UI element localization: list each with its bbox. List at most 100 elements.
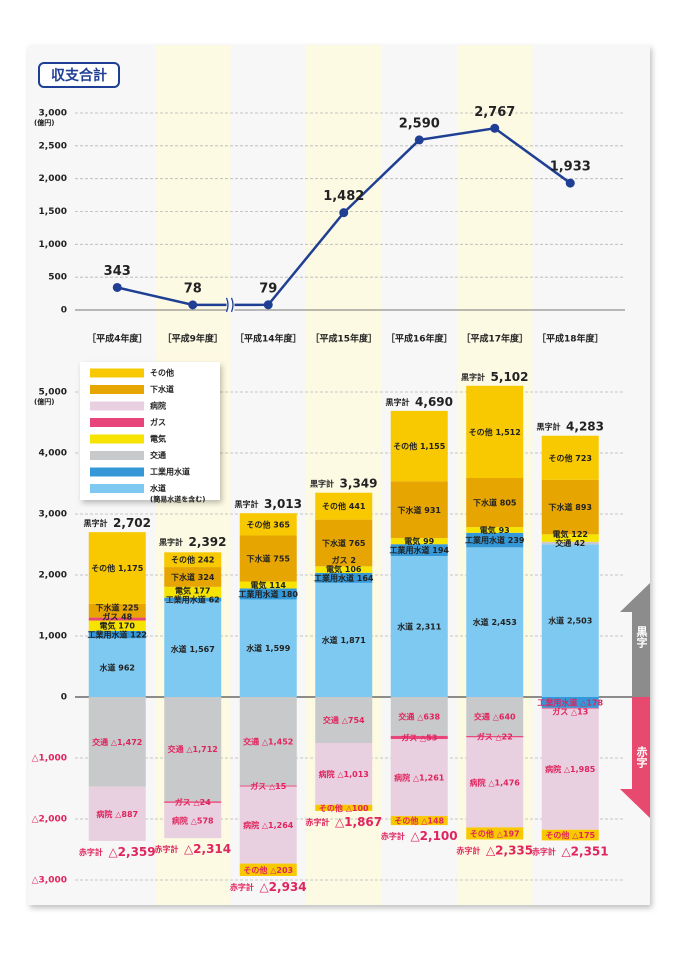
segment-label: その他 1,512: [469, 426, 521, 436]
segment-value: 1,567: [189, 645, 214, 654]
deficit-total-name: 赤字計: [532, 846, 556, 856]
segment-name: 下水道: [247, 553, 271, 563]
segment-value: 2,503: [567, 616, 592, 625]
segment-value: △887: [115, 809, 138, 818]
deficit-total-name: 赤字計: [79, 846, 103, 856]
bar-segment: [88, 603, 146, 618]
segment-label: 電気 114: [251, 579, 287, 589]
segment-label: 下水道 765: [322, 537, 366, 547]
segment-label: ガス △24: [175, 797, 212, 807]
segment-label: その他 441: [322, 501, 366, 511]
segment-label: 工業用水道 122: [88, 629, 148, 639]
deficit-total-value: △2,100: [410, 829, 457, 843]
bar-segment: [239, 599, 297, 697]
bar-segment: [466, 527, 524, 533]
segment-value: 62: [209, 595, 220, 604]
segment-name: その他: [319, 802, 343, 812]
bar-segment: [88, 532, 146, 604]
segment-name: 病院: [96, 808, 112, 818]
deficit-total: 赤字計 △2,335: [456, 840, 533, 859]
segment-label: その他 242: [171, 554, 215, 564]
segment-label: 病院 △1,264: [243, 820, 294, 830]
segment-label: ガス △15: [250, 781, 287, 791]
bar-segment: [390, 410, 448, 482]
y-tick-label: △2,000: [32, 815, 67, 825]
segment-label: 電気 93: [480, 524, 510, 534]
surplus-total-value: 3,349: [340, 476, 378, 490]
surplus-total: 黒字計 2,702: [83, 513, 151, 532]
bar-segment: [541, 479, 599, 535]
segment-name: 下水道: [171, 571, 195, 581]
y-tick-label: 2,500: [39, 141, 67, 151]
segment-name: 交通: [555, 538, 571, 548]
segment-name: 下水道: [322, 537, 346, 547]
chart-title: 収支合計: [51, 67, 107, 84]
line-point: [490, 123, 500, 133]
bar-segment: [390, 739, 448, 817]
surplus-arrow: [620, 583, 650, 697]
segment-name: その他: [322, 501, 346, 511]
bar-segment: [466, 532, 524, 548]
category-label: ［平成15年度］: [310, 333, 377, 345]
segment-name: 工業用水道: [239, 588, 279, 598]
segment-label: 下水道 324: [171, 571, 215, 581]
deficit-total-value: △2,314: [184, 842, 231, 856]
segment-name: 工業用水道: [166, 594, 206, 604]
y-tick-label: 1,000: [39, 240, 67, 250]
segment-label: 交通 △640: [474, 711, 516, 721]
segment-name: 下水道: [473, 497, 497, 507]
segment-label: 交通 △1,712: [168, 744, 218, 754]
segment-name: 工業用水道: [537, 697, 577, 707]
y-tick-label: 4,000: [39, 449, 67, 459]
surplus-total-value: 2,392: [189, 535, 227, 549]
bar-segment: [315, 492, 373, 520]
segment-name: 工業用水道: [88, 629, 128, 639]
category-label: ［平成17年度］: [461, 333, 528, 345]
segment-name: 交通: [92, 736, 108, 746]
segment-value: 122: [571, 530, 588, 539]
segment-value: 1,155: [420, 442, 446, 451]
segment-value: 106: [345, 564, 362, 573]
segment-value: △178: [580, 698, 603, 707]
segment-name: 水道: [245, 643, 262, 653]
segment-name: 病院: [172, 815, 188, 825]
segment-value: 242: [198, 555, 215, 564]
y-tick-label: 0: [61, 693, 67, 703]
y-tick-label: △1,000: [32, 754, 67, 764]
surplus-total-name: 黒字計: [234, 499, 258, 509]
category-label: ［平成9年度］: [163, 333, 223, 345]
segment-name: 病院: [470, 777, 486, 787]
segment-name: その他: [394, 815, 418, 825]
segment-name: 水道: [547, 615, 564, 625]
y-tick-label: 5,000: [39, 388, 67, 398]
segment-label: 病院 △578: [172, 815, 214, 825]
legend-label: 水道: [149, 483, 166, 493]
segment-value: 48: [121, 612, 133, 621]
legend-swatch: [90, 401, 144, 411]
value-label: 2,590: [399, 116, 440, 131]
category-label: ［平成16年度］: [386, 333, 453, 345]
legend-swatch: [90, 368, 144, 378]
bar-segment: [541, 541, 599, 545]
legend-swatch: [90, 484, 144, 493]
segment-name: ガス: [175, 797, 191, 807]
bar-segment: [164, 801, 222, 803]
segment-value: 42: [574, 539, 585, 548]
legend-label: その他: [150, 368, 174, 378]
segment-value: △100: [346, 803, 369, 812]
segment-label: 電気 106: [326, 563, 362, 573]
legend-label: ガス: [150, 417, 166, 427]
y-tick-label: 3,000: [39, 109, 67, 119]
bar-segment: [541, 829, 599, 841]
bar-segment: [541, 697, 599, 708]
value-label: 1,933: [550, 160, 591, 175]
segment-label: 工業用水道 164: [314, 572, 374, 582]
segment-name: 電気: [404, 536, 420, 546]
legend-swatch: [90, 451, 144, 460]
bar-segment: [239, 863, 297, 876]
segment-value: △15: [269, 782, 287, 791]
segment-value: △148: [421, 816, 444, 825]
deficit-total-value: △2,359: [108, 844, 155, 858]
bar-segment: [239, 588, 297, 600]
